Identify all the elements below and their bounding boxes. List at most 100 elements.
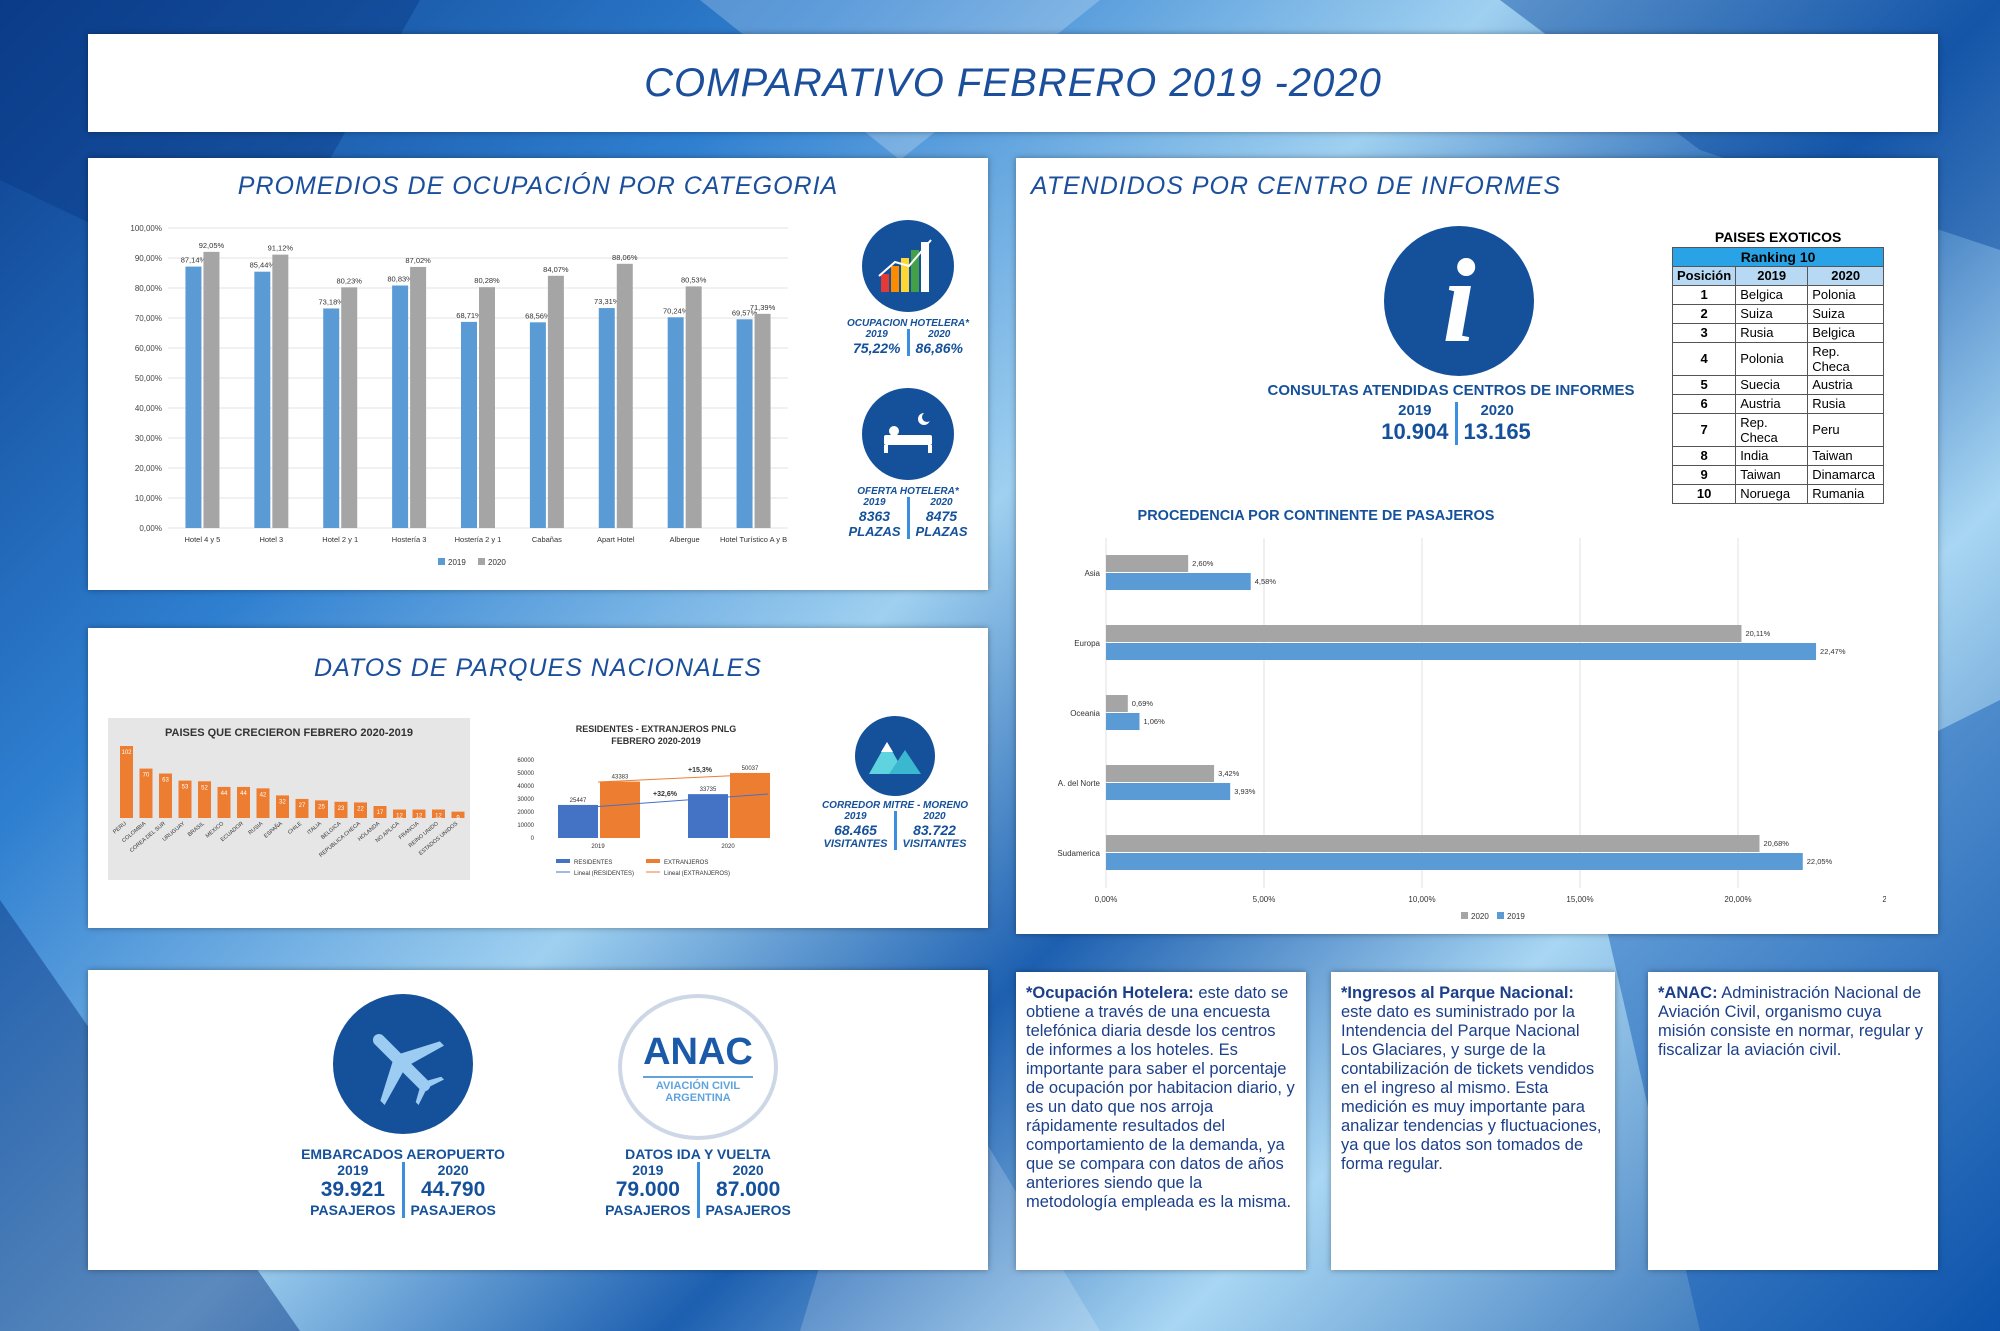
bar-2020 — [685, 286, 702, 528]
x-tick-label: Hotel 3 — [259, 535, 283, 544]
bar-2019 — [323, 308, 340, 528]
legend-label: 2019 — [1507, 912, 1525, 921]
data-label: 43383 — [612, 775, 629, 781]
bar-2019 — [736, 319, 753, 528]
bar-2020 — [1106, 695, 1128, 712]
parks-heading: DATOS DE PARQUES NACIONALES — [314, 654, 762, 682]
offer-year-2020: 2020 — [930, 497, 953, 508]
corridor-unit-2020: VISITANTES — [902, 838, 967, 850]
y-tick-label: 50000 — [517, 771, 534, 777]
residents-foreigners-chart: RESIDENTES - EXTRANJEROS PNLG FEBRERO 202… — [517, 724, 770, 877]
data-label: 53 — [182, 785, 189, 791]
ranking-cell: Suecia — [1735, 374, 1809, 395]
data-label: 85,44% — [250, 261, 276, 270]
legend-swatch — [438, 558, 445, 565]
consult-value-2020: 13.165 — [1463, 419, 1531, 444]
legend-label: 2020 — [488, 558, 506, 567]
ranking-cell: Austria — [1807, 374, 1885, 395]
data-label: 20,68% — [1763, 839, 1789, 848]
x-tick-label: Hotel 2 y 1 — [322, 535, 358, 544]
data-label: 69,57% — [732, 308, 758, 317]
ranking-row: 9 Taiwan Dinamarca — [1671, 464, 1885, 485]
data-label: 22 — [357, 806, 364, 812]
airport-block: EMBARCADOS AEROPUERTO 2019 39.921 PASAJE… — [278, 994, 528, 1218]
data-label: 17 — [377, 810, 384, 816]
airport-unit-2020: PASAJEROS — [410, 1202, 496, 1218]
bar-2020 — [479, 287, 495, 528]
bar-2020 — [547, 275, 564, 528]
bar-2020 — [1106, 625, 1742, 642]
trend-line-foreigners — [597, 773, 769, 783]
corridor-year-2020: 2020 — [923, 811, 946, 822]
bar — [315, 800, 328, 818]
ranking-header-2020: 2020 — [1807, 265, 1885, 286]
ranking-header-position: Posición — [1671, 265, 1737, 286]
y-tick-label: 10,00% — [135, 494, 162, 503]
trip-year-2020: 2020 — [732, 1162, 764, 1178]
offer-value-2019: 8363 — [858, 508, 891, 524]
data-label: 68,56% — [525, 311, 551, 320]
bar-2020 — [272, 254, 289, 528]
ranking-cell: Polonia — [1807, 284, 1885, 305]
ranking-row: 1 Belgica Polonia — [1671, 284, 1885, 305]
hotel-occupancy-label: OCUPACION HOTELERA* — [846, 318, 970, 329]
bar — [198, 781, 211, 818]
ranking-cell: Suiza — [1735, 303, 1809, 324]
bar — [276, 795, 289, 818]
data-label: 20,11% — [1745, 629, 1770, 638]
chart-title: PAISES QUE CRECIERON FEBRERO 2020-2019 — [165, 727, 413, 739]
y-tick-label: 70,00% — [135, 314, 162, 323]
airport-value-2019: 39.921 — [320, 1178, 385, 1201]
data-label: 33735 — [700, 787, 717, 793]
x-tick-label: Cabañas — [532, 535, 562, 544]
bar-2019 — [1106, 643, 1817, 660]
x-tick-label: 2019 — [591, 844, 605, 850]
bar — [178, 780, 192, 818]
data-label: 4,58% — [1255, 577, 1277, 586]
airport-stats: 2019 39.921 PASAJEROS 2020 44.790 PASAJE… — [278, 1162, 528, 1218]
bar-2019 — [529, 322, 546, 528]
hotel-value-2019: 75,22% — [853, 340, 901, 356]
data-label: 68,71% — [456, 311, 482, 320]
trend-line-residents — [577, 793, 769, 809]
ranking-cell: 4 — [1671, 341, 1737, 376]
data-label: 2,60% — [1192, 559, 1214, 568]
note-hotel-occupancy: *Ocupación Hotelera: este dato se obtien… — [1016, 972, 1306, 1270]
data-label: 80,83% — [387, 275, 413, 284]
legend-swatch — [1497, 912, 1504, 919]
data-label: 3,42% — [1218, 769, 1240, 778]
ranking-cell: Belgica — [1735, 284, 1809, 305]
data-label: 44 — [240, 791, 247, 797]
data-label: 88,06% — [612, 253, 638, 262]
bar — [432, 809, 445, 818]
consult-value-2019: 10.904 — [1381, 419, 1449, 444]
legend-swatch — [646, 859, 660, 863]
chart-title: FEBRERO 2020-2019 — [611, 736, 701, 746]
ranking-cell: Taiwan — [1735, 464, 1809, 485]
bar-2019 — [392, 285, 409, 528]
legend-label: EXTRANJEROS — [664, 860, 708, 866]
data-label: 32 — [279, 799, 286, 805]
airplane-icon — [333, 994, 473, 1134]
x-tick-label: 0,00% — [1095, 895, 1118, 904]
data-label: 70,24% — [663, 306, 689, 315]
bar-2019 — [1106, 573, 1251, 590]
bar — [159, 773, 172, 818]
hotel-year-2019: 2019 — [865, 329, 888, 340]
y-tick-label: 30,00% — [135, 434, 162, 443]
y-tick-label: A. del Norte — [1058, 779, 1101, 788]
bar-2019 — [1106, 713, 1140, 730]
note-park-entries: *Ingresos al Parque Nacional: este dato … — [1331, 972, 1615, 1270]
trip-stats: 2019 79.000 PASAJEROS 2020 87.000 PASAJE… — [578, 1162, 818, 1218]
y-tick-label: 80,00% — [135, 284, 162, 293]
data-label: 80,28% — [474, 276, 500, 285]
chart-title: RESIDENTES - EXTRANJEROS PNLG — [576, 724, 737, 734]
corridor-value-2020: 83.722 — [913, 822, 956, 838]
bar — [139, 768, 153, 818]
bed-icon — [862, 388, 954, 480]
bar-2020 — [1106, 765, 1215, 782]
anac-block: ANAC AVIACIÓN CIVIL ARGENTINA DATOS IDA … — [578, 994, 818, 1218]
trip-unit-2019: PASAJEROS — [605, 1202, 691, 1218]
data-label: 80,53% — [681, 275, 707, 284]
corridor-value-2019: 68.465 — [834, 822, 877, 838]
